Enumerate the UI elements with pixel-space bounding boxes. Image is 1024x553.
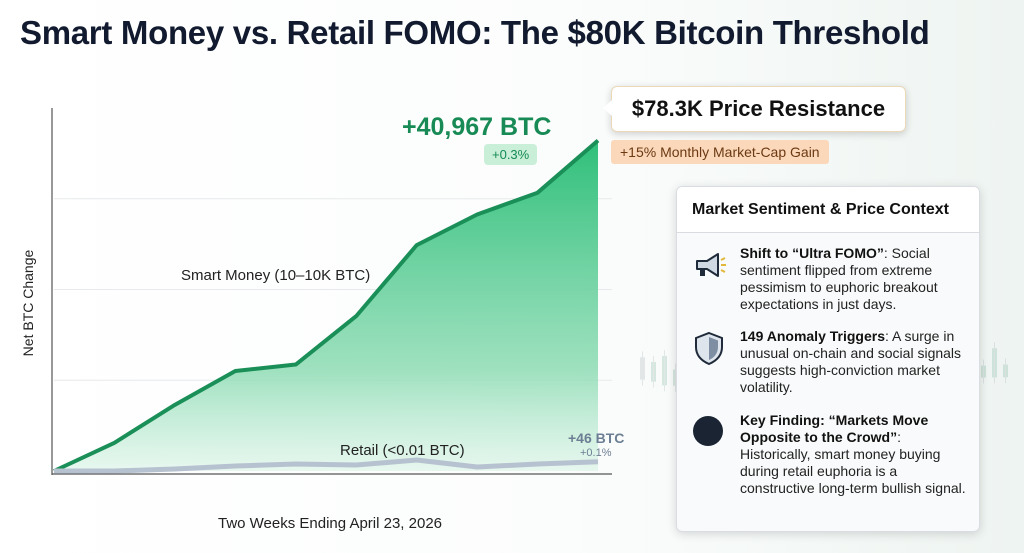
retail-end-pct: +0.1% xyxy=(580,447,612,459)
market-cap-gain-badge: +15% Monthly Market-Cap Gain xyxy=(611,140,829,164)
sentiment-panel: Market Sentiment & Price Context Shift t… xyxy=(676,186,980,532)
callout-pointer xyxy=(603,100,612,116)
y-axis-label: Net BTC Change xyxy=(20,249,36,357)
x-axis-label: Two Weeks Ending April 23, 2026 xyxy=(217,515,443,532)
panel-item-fomo-text: Shift to “Ultra FOMO”: Social sentiment … xyxy=(740,245,938,312)
background-candle xyxy=(992,348,997,378)
smart-money-area xyxy=(54,140,598,471)
background-candle xyxy=(651,361,656,382)
background-candle xyxy=(981,365,986,378)
smart-money-series-label: Smart Money (10–10K BTC) xyxy=(181,267,371,284)
smart-money-line xyxy=(53,139,600,473)
smart-money-end-value: +40,967 BTC xyxy=(402,113,552,141)
megaphone-icon xyxy=(696,253,726,277)
panel-item-finding-text: Key Finding: “Markets Move Opposite to t… xyxy=(740,412,966,496)
panel-item-anomaly-text: 149 Anomaly Triggers: A surge in unusual… xyxy=(740,328,962,395)
background-candle xyxy=(640,357,645,380)
background-candle xyxy=(673,369,678,386)
smart-money-end-pct: +0.3% xyxy=(484,144,538,165)
retail-series-label: Retail (<0.01 BTC) xyxy=(340,442,465,459)
retail-end-value: +46 BTC xyxy=(568,430,625,446)
background-candle xyxy=(1003,364,1008,378)
shield-icon xyxy=(695,331,723,366)
price-resistance-callout: $78.3K Price Resistance xyxy=(611,86,906,132)
page-title: Smart Money vs. Retail FOMO: The $80K Bi… xyxy=(20,14,930,51)
panel-title: Market Sentiment & Price Context xyxy=(677,187,979,233)
circle-icon xyxy=(693,416,723,446)
retail-line xyxy=(54,457,599,474)
background-candle xyxy=(662,356,667,386)
